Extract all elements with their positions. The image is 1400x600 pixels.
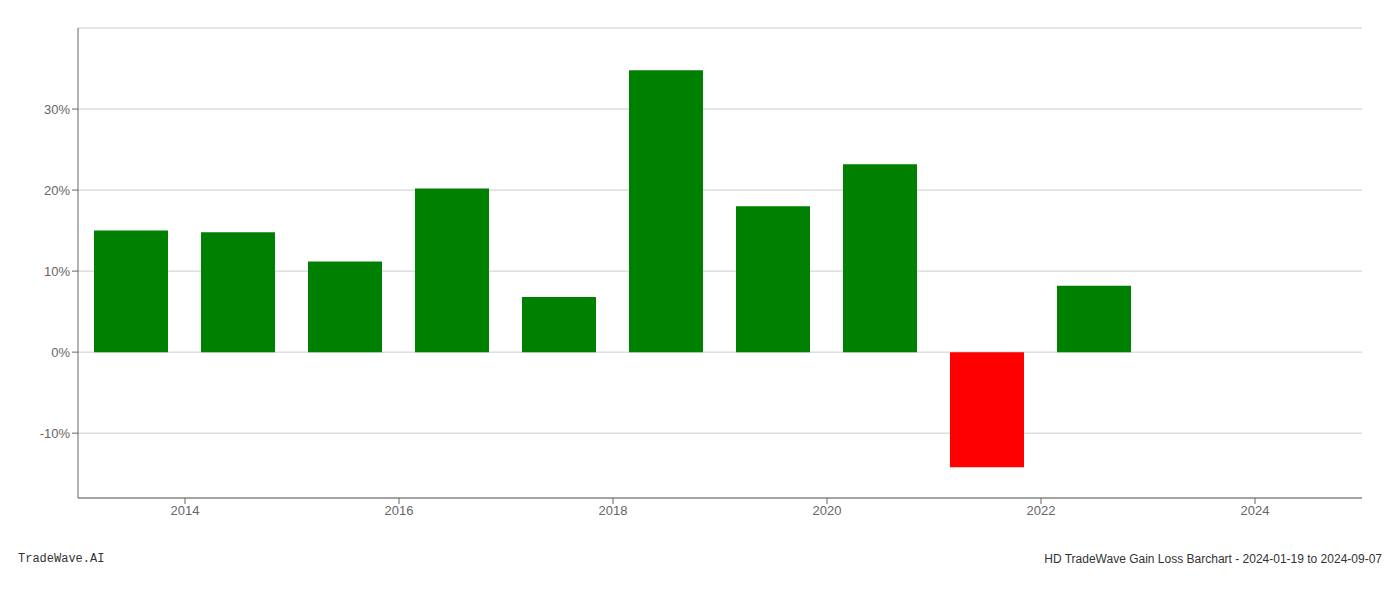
svg-text:2014: 2014 [171,503,200,518]
svg-text:2020: 2020 [813,503,842,518]
svg-text:30%: 30% [44,102,70,117]
svg-text:2024: 2024 [1241,503,1270,518]
svg-text:20%: 20% [44,183,70,198]
svg-text:2018: 2018 [599,503,628,518]
svg-text:2022: 2022 [1027,503,1056,518]
svg-text:2016: 2016 [385,503,414,518]
svg-text:0%: 0% [51,345,70,360]
html-text:TradeWave.AI: TradeWave.AI [18,552,105,566]
svg-text:10%: 10% [44,264,70,279]
html-text:HD TradeWave Gain Loss Barchar: HD TradeWave Gain Loss Barchart - 2024-0… [1044,552,1382,566]
svg-text:-10%: -10% [40,426,71,441]
